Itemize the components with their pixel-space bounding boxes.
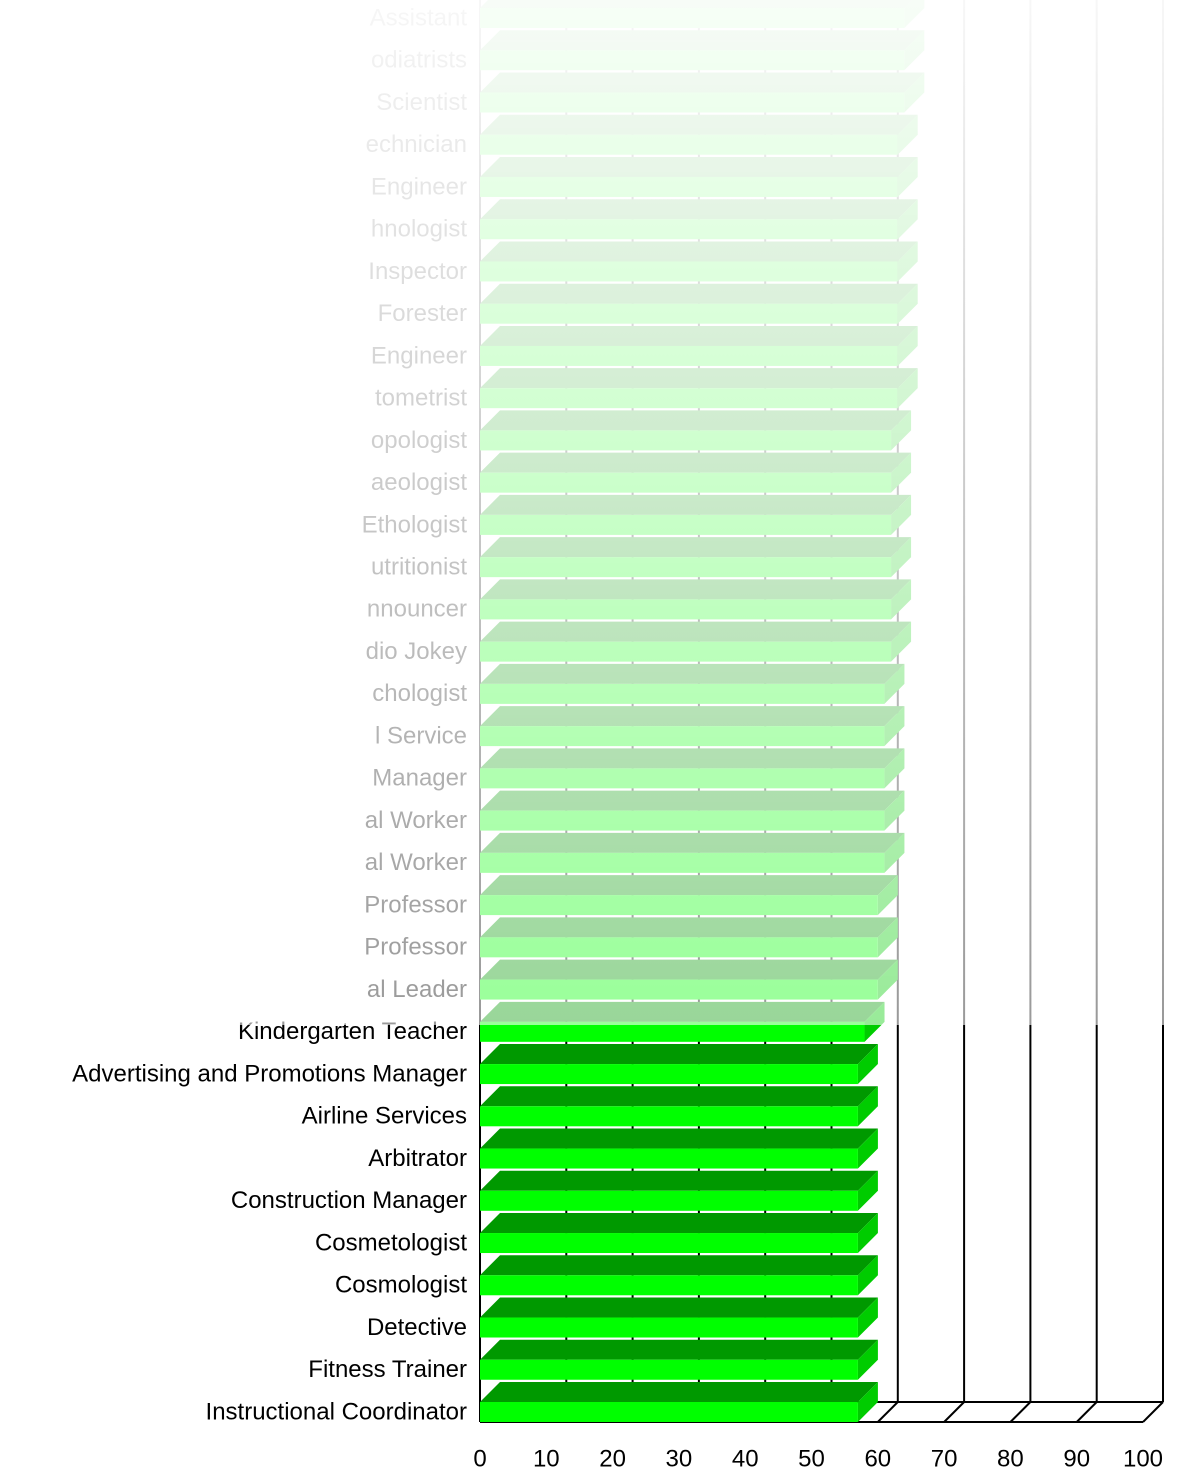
bar-face bbox=[480, 1317, 858, 1338]
y-tick-label: Advertising and Promotions Manager bbox=[72, 1060, 467, 1087]
tick-mark bbox=[943, 1401, 965, 1423]
bar bbox=[480, 1297, 878, 1338]
fade-overlay bbox=[0, 0, 1178, 1025]
bar-face bbox=[480, 1064, 858, 1085]
bar bbox=[480, 1044, 878, 1085]
bar-face bbox=[857, 1297, 878, 1338]
x-tick-label: 0 bbox=[473, 1445, 486, 1472]
bar-face bbox=[480, 1086, 878, 1107]
x-tick-label: 30 bbox=[666, 1445, 693, 1472]
bar-face bbox=[857, 1128, 878, 1169]
bar-face bbox=[480, 1170, 878, 1191]
tick-mark bbox=[877, 1401, 899, 1423]
y-tick-label: Instructional Coordinator bbox=[206, 1398, 467, 1425]
x-tick-label: 10 bbox=[533, 1445, 560, 1472]
x-tick-label: 20 bbox=[599, 1445, 626, 1472]
x-tick-label: 80 bbox=[997, 1445, 1024, 1472]
tick-mark bbox=[1075, 1401, 1098, 1423]
bar-face bbox=[857, 1255, 878, 1296]
bar-face bbox=[480, 1044, 878, 1065]
bar-face bbox=[857, 1170, 878, 1211]
y-tick-label: Fitness Trainer bbox=[308, 1356, 467, 1383]
bar-face bbox=[857, 1213, 878, 1254]
bar-face bbox=[480, 1128, 878, 1149]
bar-face bbox=[480, 1297, 878, 1318]
y-tick-label: Arbitrator bbox=[368, 1145, 467, 1172]
bar bbox=[480, 1213, 878, 1254]
bar bbox=[480, 1255, 878, 1296]
bar-face bbox=[857, 1382, 878, 1422]
bar bbox=[480, 1086, 878, 1127]
bar-face bbox=[480, 1402, 858, 1422]
x-tick-label: 100 bbox=[1123, 1445, 1163, 1472]
bar-face bbox=[857, 1044, 878, 1085]
bar bbox=[480, 1128, 878, 1169]
bar-face bbox=[480, 1148, 858, 1169]
bar-face bbox=[480, 1255, 878, 1276]
x-tick-label: 70 bbox=[931, 1445, 958, 1472]
bar bbox=[480, 1382, 878, 1422]
x-tick-label: 90 bbox=[1063, 1445, 1090, 1472]
bar bbox=[480, 1170, 878, 1211]
bar-face bbox=[857, 1086, 878, 1127]
x-tick-label: 60 bbox=[864, 1445, 891, 1472]
tick-mark bbox=[1009, 1401, 1032, 1423]
y-tick-label: Cosmologist bbox=[335, 1272, 467, 1299]
bar-face bbox=[480, 1339, 878, 1360]
y-tick-label: Construction Manager bbox=[231, 1187, 467, 1214]
bar-face bbox=[480, 1233, 858, 1254]
bar-face bbox=[480, 1213, 878, 1234]
bar-face bbox=[480, 1190, 858, 1211]
bar-face bbox=[480, 1382, 878, 1402]
bar-face bbox=[857, 1339, 878, 1380]
y-tick-label: Detective bbox=[367, 1314, 467, 1341]
x-tick-label: 50 bbox=[798, 1445, 825, 1472]
bar bbox=[480, 1339, 878, 1380]
bar-face bbox=[480, 1021, 865, 1042]
bar-face bbox=[480, 1106, 858, 1127]
tick-mark bbox=[1142, 1401, 1164, 1423]
bar-face bbox=[480, 1275, 858, 1296]
y-tick-label: Cosmetologist bbox=[315, 1229, 467, 1256]
x-tick-label: 40 bbox=[732, 1445, 759, 1472]
y-tick-label: Airline Services bbox=[302, 1103, 467, 1130]
bar-face bbox=[480, 1359, 858, 1380]
